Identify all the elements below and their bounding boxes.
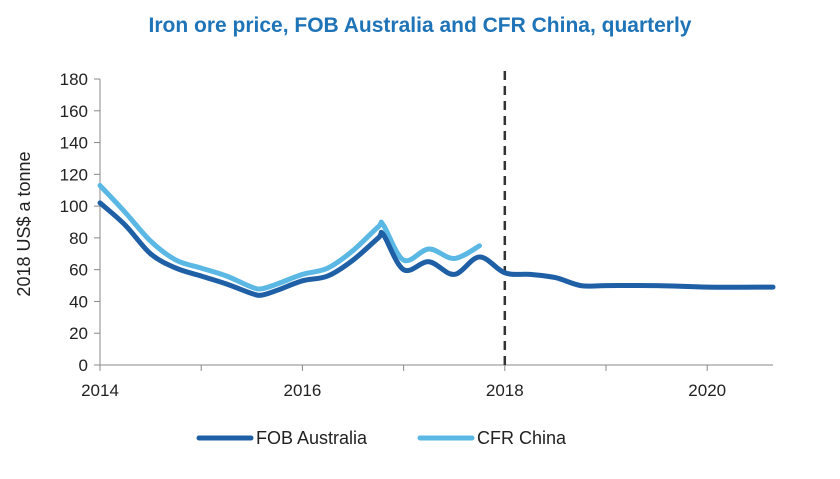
x-tick-label: 2014 — [81, 381, 119, 400]
y-tick-label: 20 — [69, 324, 88, 343]
chart-title: Iron ore price, FOB Australia and CFR Ch… — [148, 14, 692, 37]
legend: FOB Australia CFR China — [196, 428, 567, 448]
series-line-cfr-china — [97, 183, 482, 292]
legend-label-fob-australia: FOB Australia — [256, 428, 368, 448]
y-tick-label: 80 — [69, 229, 88, 248]
y-tick-label: 160 — [60, 102, 88, 121]
y-tick-label: 100 — [60, 197, 88, 216]
y-tick-label: 180 — [60, 70, 88, 89]
legend-label-cfr-china: CFR China — [477, 428, 567, 448]
y-tick-label: 60 — [69, 261, 88, 280]
x-tick-label: 2016 — [283, 381, 321, 400]
y-tick-label: 0 — [79, 356, 88, 375]
series-line-fob-australia — [97, 200, 776, 298]
y-tick-label: 120 — [60, 165, 88, 184]
axes: 0 20 40 60 80 100 120 140 160 180 2014 2016 2018 2020 — [60, 70, 773, 400]
x-tick-label: 2018 — [486, 381, 524, 400]
y-tick-label: 40 — [69, 292, 88, 311]
plot-area — [97, 183, 776, 298]
x-tick-label: 2020 — [688, 381, 726, 400]
y-axis-label: 2018 US$ a tonne — [14, 151, 34, 296]
y-tick-label: 140 — [60, 134, 88, 153]
